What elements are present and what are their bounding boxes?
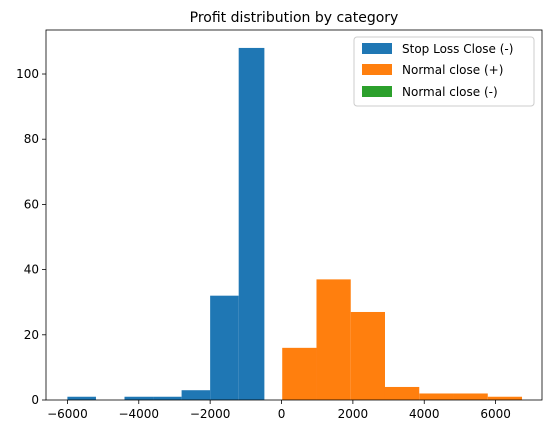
legend-swatch-normal-plus (362, 64, 392, 75)
legend-label-normal-plus: Normal close (+) (402, 63, 503, 77)
y-tick-label: 100 (16, 67, 39, 81)
x-tick-label: 2000 (338, 407, 369, 421)
histogram-bar-series-1-bin-5 (453, 393, 488, 400)
y-tick-label: 60 (24, 197, 39, 211)
legend-frame (353, 36, 535, 107)
histogram-bar-series-1-bin-6 (487, 396, 523, 400)
bars-layer (67, 47, 523, 401)
histogram-bar-series-0-bin-4 (210, 295, 239, 400)
legend-swatch-stop-loss (362, 43, 392, 54)
x-tick-label: −6000 (47, 407, 88, 421)
y-tick-label: 0 (31, 393, 39, 407)
histogram-bar-series-0-bin-2 (153, 396, 182, 400)
x-axis: −6000 −4000 −2000 0 2000 4000 6000 (47, 400, 511, 421)
y-tick-label: 80 (24, 132, 39, 146)
x-tick-label: 6000 (480, 407, 511, 421)
y-tick-label: 40 (24, 263, 39, 277)
legend-label-normal-minus: Normal close (-) (402, 85, 498, 99)
x-tick-label: 4000 (409, 407, 440, 421)
histogram-bar-series-0-bin-5 (238, 47, 265, 401)
x-tick-label: −4000 (118, 407, 159, 421)
histogram-bar-series-1-bin-2 (350, 311, 385, 400)
histogram-bar-series-0-bin-3 (181, 390, 211, 400)
x-tick-label: −2000 (190, 407, 231, 421)
histogram-bar-series-1-bin-4 (419, 393, 454, 400)
histogram-bar-series-1-bin-0 (282, 347, 317, 400)
axes-frame (45, 29, 543, 401)
histogram-bar-series-0-bin-0 (67, 396, 96, 400)
histogram-bar-series-1-bin-1 (316, 279, 351, 400)
x-tick-label: 0 (278, 407, 286, 421)
legend-label-stop-loss: Stop Loss Close (-) (402, 42, 513, 56)
histogram-bar-series-1-bin-3 (384, 386, 420, 400)
legend: Stop Loss Close (-) Normal close (+) Nor… (353, 36, 535, 107)
histogram-bar-series-0-bin-1 (124, 396, 154, 400)
y-axis: 0 20 40 60 80 100 (16, 67, 46, 407)
y-tick-label: 20 (24, 328, 39, 342)
legend-swatch-normal-minus (362, 86, 392, 97)
chart-title: Profit distribution by category (190, 10, 399, 26)
